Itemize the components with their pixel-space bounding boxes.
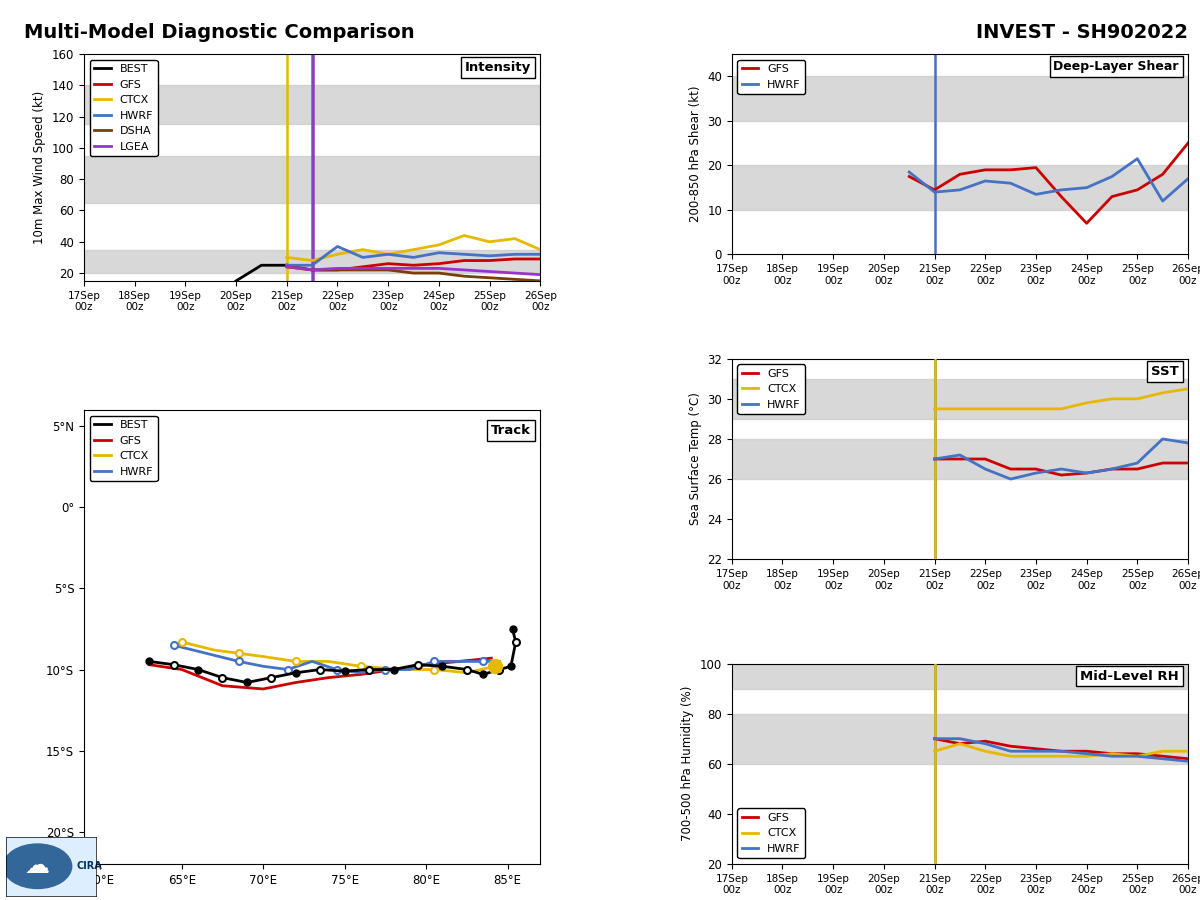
Y-axis label: 10m Max Wind Speed (kt): 10m Max Wind Speed (kt) (34, 91, 47, 244)
Text: ☁: ☁ (25, 854, 50, 878)
Text: Intensity: Intensity (464, 61, 532, 74)
Circle shape (4, 844, 72, 888)
Legend: BEST, GFS, CTCX, HWRF: BEST, GFS, CTCX, HWRF (90, 416, 157, 482)
Bar (84, 156, 540, 202)
Text: INVEST - SH902022: INVEST - SH902022 (976, 22, 1188, 41)
Legend: GFS, HWRF: GFS, HWRF (737, 59, 805, 94)
Bar (84, 86, 540, 124)
Bar (732, 379, 1188, 418)
Bar (732, 76, 1188, 121)
Text: Multi-Model Diagnostic Comparison: Multi-Model Diagnostic Comparison (24, 22, 415, 41)
Text: Track: Track (491, 424, 532, 436)
Bar (732, 439, 1188, 479)
Bar (732, 663, 1188, 688)
Y-axis label: Sea Surface Temp (°C): Sea Surface Temp (°C) (689, 392, 702, 526)
Text: CIRA: CIRA (77, 861, 102, 871)
Y-axis label: 200-850 hPa Shear (kt): 200-850 hPa Shear (kt) (689, 86, 702, 222)
Bar (84, 249, 540, 273)
Y-axis label: 700-500 hPa Humidity (%): 700-500 hPa Humidity (%) (682, 686, 695, 842)
Legend: GFS, CTCX, HWRF: GFS, CTCX, HWRF (737, 364, 805, 414)
Legend: GFS, CTCX, HWRF: GFS, CTCX, HWRF (737, 808, 805, 859)
Bar (732, 714, 1188, 764)
Text: SST: SST (1151, 364, 1178, 378)
Text: Deep-Layer Shear: Deep-Layer Shear (1054, 60, 1178, 73)
Text: Mid-Level RH: Mid-Level RH (1080, 670, 1178, 682)
Legend: BEST, GFS, CTCX, HWRF, DSHA, LGEA: BEST, GFS, CTCX, HWRF, DSHA, LGEA (90, 59, 157, 157)
Bar (732, 166, 1188, 210)
